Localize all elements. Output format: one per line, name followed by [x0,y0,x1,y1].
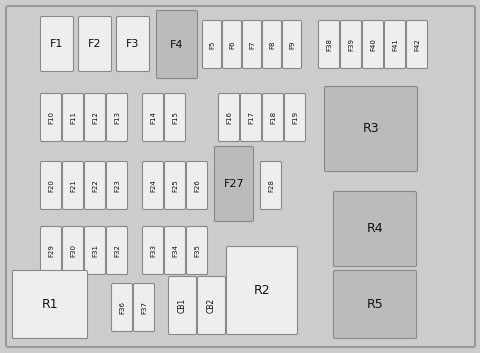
Text: F18: F18 [269,111,276,124]
Text: F34: F34 [172,244,178,257]
FancyBboxPatch shape [12,270,87,339]
FancyBboxPatch shape [6,6,474,347]
Text: F28: F28 [267,179,274,192]
FancyBboxPatch shape [362,20,383,68]
Text: F15: F15 [172,111,178,124]
Text: F19: F19 [291,111,298,124]
Text: F25: F25 [172,179,178,192]
FancyBboxPatch shape [111,283,132,331]
FancyBboxPatch shape [84,227,105,275]
Text: F27: F27 [223,179,244,189]
Text: F2: F2 [88,39,102,49]
FancyBboxPatch shape [142,94,163,142]
FancyBboxPatch shape [240,94,261,142]
Text: F11: F11 [70,111,76,124]
FancyBboxPatch shape [262,20,281,68]
FancyBboxPatch shape [262,94,283,142]
FancyBboxPatch shape [324,86,417,172]
Text: F32: F32 [114,244,120,257]
Text: F4: F4 [170,40,183,49]
Text: F37: F37 [141,301,147,314]
Text: F7: F7 [249,40,254,49]
FancyBboxPatch shape [142,162,163,209]
Text: F16: F16 [226,111,231,124]
Text: F1: F1 [50,39,63,49]
Text: F30: F30 [70,244,76,257]
FancyBboxPatch shape [168,276,196,335]
FancyBboxPatch shape [106,162,127,209]
Text: R4: R4 [366,222,383,235]
FancyBboxPatch shape [186,162,207,209]
Text: F38: F38 [325,38,331,51]
Text: F14: F14 [150,111,156,124]
Text: R5: R5 [366,298,383,311]
Text: F5: F5 [209,40,215,49]
FancyBboxPatch shape [318,20,339,68]
FancyBboxPatch shape [226,246,297,335]
Text: F33: F33 [150,244,156,257]
FancyBboxPatch shape [340,20,361,68]
Text: F29: F29 [48,244,54,257]
FancyBboxPatch shape [202,20,221,68]
Text: F10: F10 [48,111,54,124]
Text: F35: F35 [193,244,200,257]
FancyBboxPatch shape [406,20,427,68]
FancyBboxPatch shape [40,227,61,275]
FancyBboxPatch shape [40,17,73,72]
FancyBboxPatch shape [333,191,416,267]
Text: F23: F23 [114,179,120,192]
FancyBboxPatch shape [142,227,163,275]
FancyBboxPatch shape [84,162,105,209]
Text: F40: F40 [369,38,375,51]
FancyBboxPatch shape [164,227,185,275]
Text: CB1: CB1 [178,298,187,313]
Text: F31: F31 [92,244,98,257]
FancyBboxPatch shape [164,94,185,142]
FancyBboxPatch shape [156,11,197,78]
Text: F9: F9 [288,40,294,49]
Text: F12: F12 [92,111,98,124]
Text: F26: F26 [193,179,200,192]
FancyBboxPatch shape [384,20,405,68]
Text: F21: F21 [70,179,76,192]
Text: F24: F24 [150,179,156,192]
FancyBboxPatch shape [40,94,61,142]
FancyBboxPatch shape [164,162,185,209]
Text: R3: R3 [362,122,379,136]
FancyBboxPatch shape [218,94,239,142]
FancyBboxPatch shape [62,162,84,209]
Text: F13: F13 [114,111,120,124]
Text: F22: F22 [92,179,98,192]
FancyBboxPatch shape [186,227,207,275]
FancyBboxPatch shape [106,94,127,142]
FancyBboxPatch shape [133,283,154,331]
FancyBboxPatch shape [333,270,416,339]
Text: F20: F20 [48,179,54,192]
FancyBboxPatch shape [284,94,305,142]
Text: F42: F42 [413,38,419,51]
Text: R1: R1 [42,298,58,311]
FancyBboxPatch shape [116,17,149,72]
FancyBboxPatch shape [282,20,301,68]
Text: R2: R2 [253,284,270,297]
FancyBboxPatch shape [78,17,111,72]
FancyBboxPatch shape [84,94,105,142]
Text: CB2: CB2 [206,298,216,313]
Text: F36: F36 [119,301,125,314]
FancyBboxPatch shape [106,227,127,275]
Text: F41: F41 [391,38,397,51]
FancyBboxPatch shape [214,146,253,221]
Text: F8: F8 [268,40,275,49]
FancyBboxPatch shape [62,94,84,142]
FancyBboxPatch shape [242,20,261,68]
FancyBboxPatch shape [222,20,241,68]
FancyBboxPatch shape [62,227,84,275]
FancyBboxPatch shape [197,276,225,335]
Text: F39: F39 [347,38,353,51]
FancyBboxPatch shape [260,162,281,209]
Text: F6: F6 [228,40,235,49]
FancyBboxPatch shape [40,162,61,209]
Text: F17: F17 [248,111,253,124]
Text: F3: F3 [126,39,139,49]
